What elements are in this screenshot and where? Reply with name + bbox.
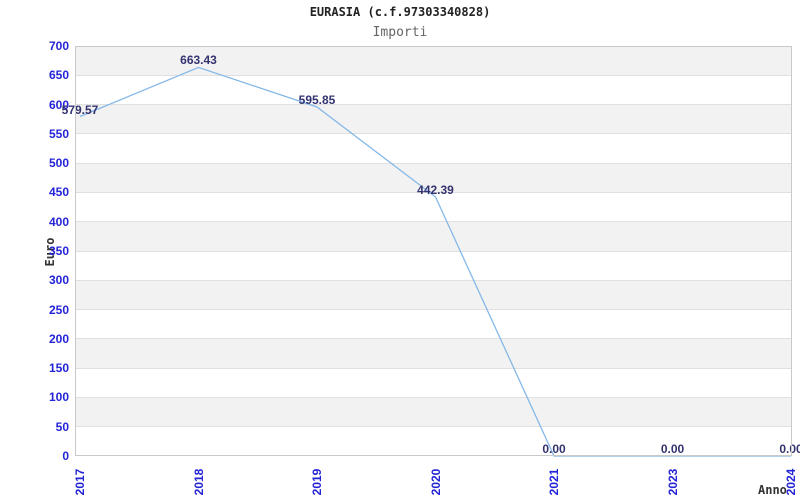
plot-band [75, 163, 792, 193]
plot-band [75, 397, 792, 427]
data-line-layer [79, 66, 791, 457]
y-tick-label: 50 [55, 419, 69, 434]
grid-line [75, 221, 792, 223]
grid-line [75, 162, 792, 164]
plot-band [75, 104, 792, 134]
y-tick-label: 450 [48, 185, 69, 200]
x-tick-label: 2020 [428, 468, 443, 496]
plot-band [75, 46, 792, 76]
value-label: 0.00 [660, 442, 685, 456]
x-tick-label: 2019 [310, 468, 324, 496]
value-label: 442.39 [417, 182, 454, 197]
grid-line [75, 74, 792, 76]
data-line [79, 66, 791, 457]
chart-title: EURASIA (c.f.97303340828) [309, 5, 491, 19]
value-label: 663.43 [180, 53, 217, 68]
grid-line [75, 104, 792, 106]
y-tick-label: 150 [48, 361, 69, 376]
grid-line [75, 426, 792, 428]
plot-band [75, 221, 792, 251]
value-label: 595.85 [298, 93, 336, 107]
y-tick-label: 350 [48, 244, 69, 258]
grid-line [75, 191, 792, 193]
y-tick-label: 700 [48, 39, 69, 53]
grid-line [75, 309, 792, 311]
chart-subtitle: Importi [372, 25, 428, 40]
x-axis-title: Anno [758, 483, 787, 497]
x-tick-label: 2018 [191, 468, 206, 496]
y-tick-label: 500 [48, 156, 69, 171]
plot-band [75, 338, 792, 369]
plot-band [75, 280, 792, 310]
y-tick-label: 650 [48, 68, 69, 83]
value-label: 0.00 [542, 442, 566, 456]
y-tick-label: 100 [48, 390, 69, 405]
y-tick-label: 400 [48, 214, 69, 229]
value-label: 579.57 [61, 102, 99, 117]
y-tick-label: 550 [48, 126, 69, 141]
y-tick-label: 0 [62, 449, 69, 463]
y-tick-label: 250 [48, 302, 69, 317]
y-tick-label: 200 [48, 331, 69, 346]
y-tick-label: 300 [48, 273, 69, 288]
grid-line [75, 279, 792, 281]
x-tick-label: 2021 [547, 468, 561, 496]
x-tick-label: 2023 [665, 468, 680, 496]
y-tick-label: 600 [48, 97, 69, 112]
grid-line [75, 338, 792, 340]
grid-line [75, 250, 792, 252]
value-label: 0.00 [779, 442, 800, 456]
grid-line [75, 133, 792, 135]
plot-area: 0 50 100 150 200 250 300 350 400 450 500 550 600 650 7… [49, 39, 800, 495]
grid-line [75, 396, 792, 398]
x-tick-label: 2017 [73, 468, 87, 496]
grid-line [75, 367, 792, 369]
